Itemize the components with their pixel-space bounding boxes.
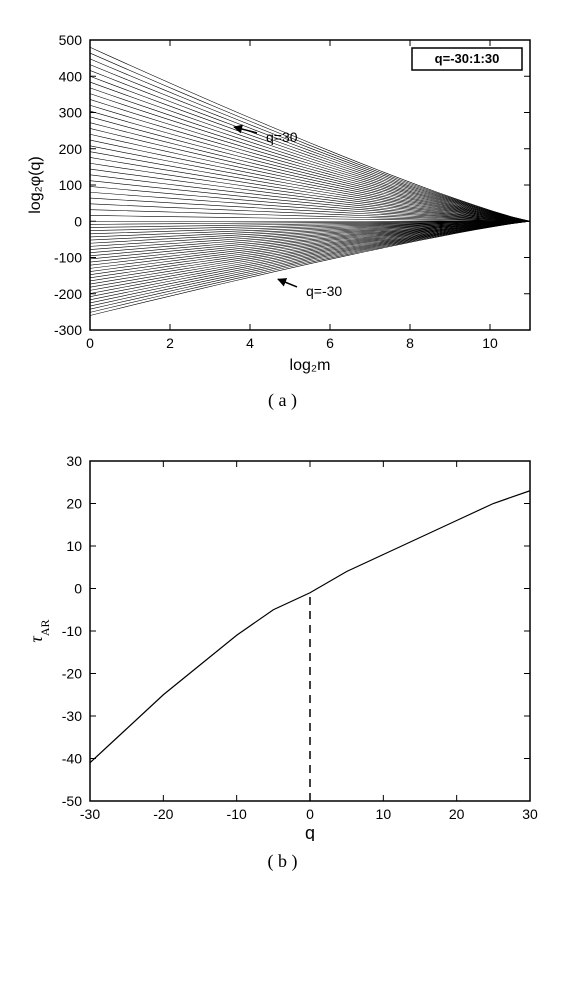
svg-text:log₂φ(q): log₂φ(q) [27, 156, 44, 214]
svg-text:6: 6 [326, 335, 334, 351]
svg-text:log₂m: log₂m [290, 357, 331, 374]
svg-text:30: 30 [66, 453, 82, 469]
svg-text:-300: -300 [54, 322, 82, 338]
svg-text:20: 20 [66, 496, 82, 512]
svg-text:-20: -20 [153, 806, 173, 822]
chart-a-container: 0 2 4 6 8 10 -300 -200 -100 0 100 200 300 400 500 log₂m… [20, 20, 545, 380]
svg-text:4: 4 [246, 335, 254, 351]
svg-text:10: 10 [376, 806, 392, 822]
chart-a: 0 2 4 6 8 10 -300 -200 -100 0 100 200 300 400 500 log₂m… [20, 20, 545, 380]
svg-text:100: 100 [59, 177, 83, 193]
svg-text:300: 300 [59, 105, 83, 121]
svg-text:-30: -30 [62, 708, 82, 724]
chart-b: -30 -20 -10 0 10 20 30 -50 -40 -30 -20 -10 0 10 20 30 q τ… [20, 441, 545, 841]
caption-b: ( b ) [20, 851, 545, 872]
svg-text:400: 400 [59, 68, 83, 84]
caption-a: ( a ) [20, 390, 545, 411]
svg-text:-40: -40 [62, 751, 82, 767]
svg-text:-200: -200 [54, 286, 82, 302]
svg-text:2: 2 [166, 335, 174, 351]
svg-text:0: 0 [74, 213, 82, 229]
svg-text:-50: -50 [62, 793, 82, 809]
svg-text:10: 10 [482, 335, 498, 351]
svg-text:-20: -20 [62, 666, 82, 682]
svg-text:0: 0 [74, 581, 82, 597]
svg-text:20: 20 [449, 806, 465, 822]
svg-text:τAR: τAR [26, 619, 52, 642]
svg-text:q: q [305, 823, 315, 841]
svg-text:10: 10 [66, 538, 82, 554]
svg-text:-30: -30 [80, 806, 100, 822]
svg-text:q=30: q=30 [266, 129, 298, 145]
svg-text:0: 0 [306, 806, 314, 822]
svg-text:0: 0 [86, 335, 94, 351]
svg-text:200: 200 [59, 141, 83, 157]
svg-text:-10: -10 [62, 623, 82, 639]
svg-text:30: 30 [522, 806, 538, 822]
svg-text:8: 8 [406, 335, 414, 351]
svg-text:q=-30:1:30: q=-30:1:30 [435, 51, 500, 66]
svg-text:-10: -10 [227, 806, 247, 822]
svg-text:500: 500 [59, 32, 83, 48]
svg-text:q=-30: q=-30 [306, 283, 342, 299]
chart-b-container: -30 -20 -10 0 10 20 30 -50 -40 -30 -20 -10 0 10 20 30 q τ… [20, 441, 545, 841]
svg-text:-100: -100 [54, 250, 82, 266]
